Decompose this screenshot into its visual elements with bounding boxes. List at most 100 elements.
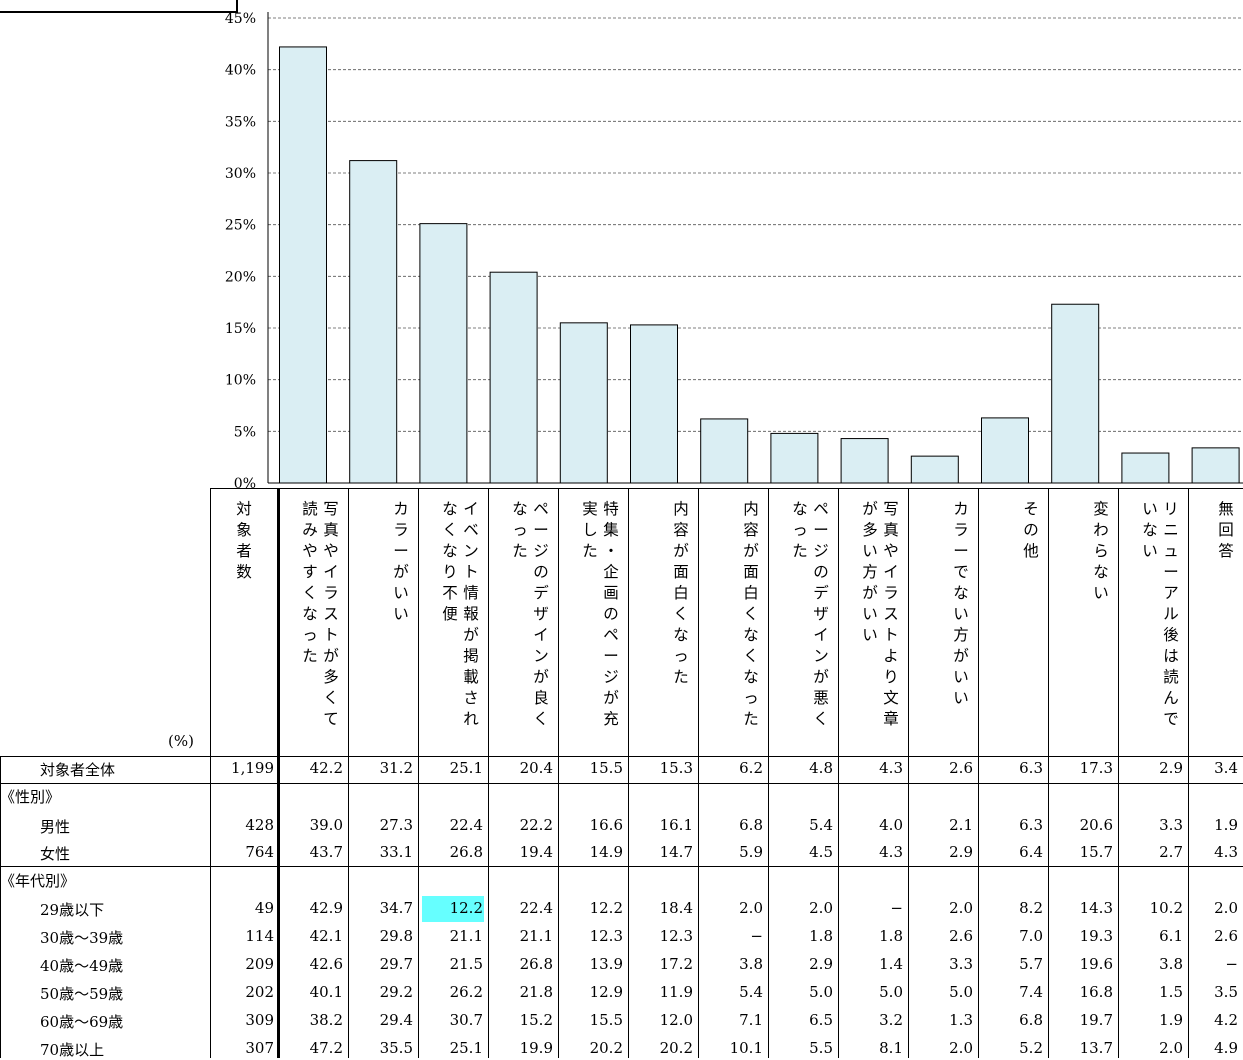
value-cell: 29.4 [379, 1011, 413, 1029]
value-cell: 29.2 [379, 983, 413, 1001]
count-cell: 202 [245, 983, 274, 1001]
value-cell: 21.5 [449, 955, 483, 973]
row-label: 60歳～69歳 [40, 1013, 124, 1031]
column-divider-thick [277, 488, 280, 1058]
column-header: カラーでない方がいい [953, 500, 969, 707]
bar [1121, 452, 1170, 484]
value-cell: 2.9 [1159, 759, 1183, 777]
value-cell: − [890, 899, 903, 917]
column-header: 写真やイラストより文章 [883, 500, 899, 728]
bar [559, 322, 608, 484]
table-left-border [0, 756, 1, 1058]
row-divider [0, 866, 1243, 867]
value-cell: 3.8 [1159, 955, 1183, 973]
bar [630, 324, 678, 484]
bar [1191, 447, 1240, 484]
value-cell: 16.6 [589, 816, 623, 834]
value-cell: 26.8 [519, 955, 553, 973]
value-cell: 6.1 [1159, 927, 1183, 945]
value-cell: 19.4 [519, 843, 553, 861]
column-header: ページのデザインが悪く [813, 500, 829, 728]
column-divider [698, 488, 699, 1058]
value-cell: 6.3 [1019, 816, 1043, 834]
value-cell: 1.9 [1159, 1011, 1183, 1029]
value-cell: 13.9 [589, 955, 623, 973]
value-cell: 5.5 [809, 1039, 833, 1057]
row-label: 30歳～39歳 [40, 929, 124, 947]
value-cell: 2.0 [1214, 899, 1238, 917]
value-cell: 2.6 [949, 927, 973, 945]
value-cell: 29.7 [379, 955, 413, 973]
value-cell: 5.2 [1019, 1039, 1043, 1057]
value-cell: 1.8 [809, 927, 833, 945]
value-cell: 17.2 [659, 955, 693, 973]
bar [279, 46, 327, 484]
column-header: 写真やイラストが多くて [323, 500, 339, 728]
column-header: 変わらない [1093, 500, 1109, 602]
value-cell: 2.0 [949, 899, 973, 917]
value-cell: 15.2 [519, 1011, 553, 1029]
value-cell: 4.3 [879, 759, 903, 777]
value-cell: 5.4 [809, 816, 833, 834]
value-cell: 12.0 [659, 1011, 693, 1029]
value-cell: 26.2 [449, 983, 483, 1001]
column-divider [1188, 488, 1189, 1058]
value-cell: 38.2 [309, 1011, 343, 1029]
value-cell: 4.5 [809, 843, 833, 861]
value-cell: 25.1 [449, 759, 483, 777]
value-cell: 2.7 [1159, 843, 1183, 861]
value-cell: 42.9 [309, 899, 343, 917]
value-cell: 30.7 [449, 1011, 483, 1029]
unit-label: (%) [168, 732, 194, 750]
value-cell: 4.9 [1214, 1039, 1238, 1057]
y-tick-label: 40% [225, 63, 256, 79]
value-cell: 4.3 [879, 843, 903, 861]
value-cell: 6.4 [1019, 843, 1043, 861]
value-cell: 29.8 [379, 927, 413, 945]
column-header: いない [1142, 500, 1158, 560]
column-divider [908, 488, 909, 1058]
value-cell: 12.3 [659, 927, 693, 945]
value-cell: 5.9 [739, 843, 763, 861]
column-divider [488, 488, 489, 1058]
bar [419, 223, 468, 484]
column-header: イベント情報が掲載され [463, 500, 479, 728]
value-cell: 33.1 [379, 843, 413, 861]
value-cell: 10.2 [1149, 899, 1183, 917]
y-tick-label: 30% [225, 166, 256, 182]
column-header: 読みやすくなった [302, 500, 318, 665]
column-divider [558, 488, 559, 1058]
column-divider [348, 488, 349, 1058]
value-cell: 4.8 [809, 759, 833, 777]
value-cell: 5.0 [809, 983, 833, 1001]
value-cell: 5.0 [949, 983, 973, 1001]
y-tick-label: 5% [234, 424, 256, 440]
y-tick-label: 0% [234, 476, 256, 490]
bar [489, 271, 538, 484]
value-cell: 20.6 [1079, 816, 1113, 834]
header-bottom-border [0, 756, 1243, 757]
bar [1051, 303, 1100, 484]
value-cell: 2.0 [739, 899, 763, 917]
value-cell: 19.6 [1079, 955, 1113, 973]
column-divider [768, 488, 769, 1058]
value-cell: 43.7 [309, 843, 343, 861]
count-cell: 114 [245, 927, 274, 945]
value-cell: 15.5 [589, 759, 623, 777]
value-cell: 1.9 [1214, 816, 1238, 834]
column-header: 内容が面白くなくなった [743, 500, 759, 728]
value-cell: 22.2 [519, 816, 553, 834]
value-cell: 4.2 [1214, 1011, 1238, 1029]
value-cell: 31.2 [379, 759, 413, 777]
value-cell: 2.9 [949, 843, 973, 861]
value-cell: 13.7 [1079, 1039, 1113, 1057]
value-cell: 16.8 [1079, 983, 1113, 1001]
column-divider [1048, 488, 1049, 1058]
value-cell: 3.3 [949, 955, 973, 973]
value-cell: 15.3 [659, 759, 693, 777]
value-cell: 3.8 [739, 955, 763, 973]
table-top-border [210, 488, 1243, 489]
y-tick-label: 45% [225, 11, 256, 27]
count-cell: 764 [245, 843, 274, 861]
y-tick-label: 15% [225, 321, 256, 337]
